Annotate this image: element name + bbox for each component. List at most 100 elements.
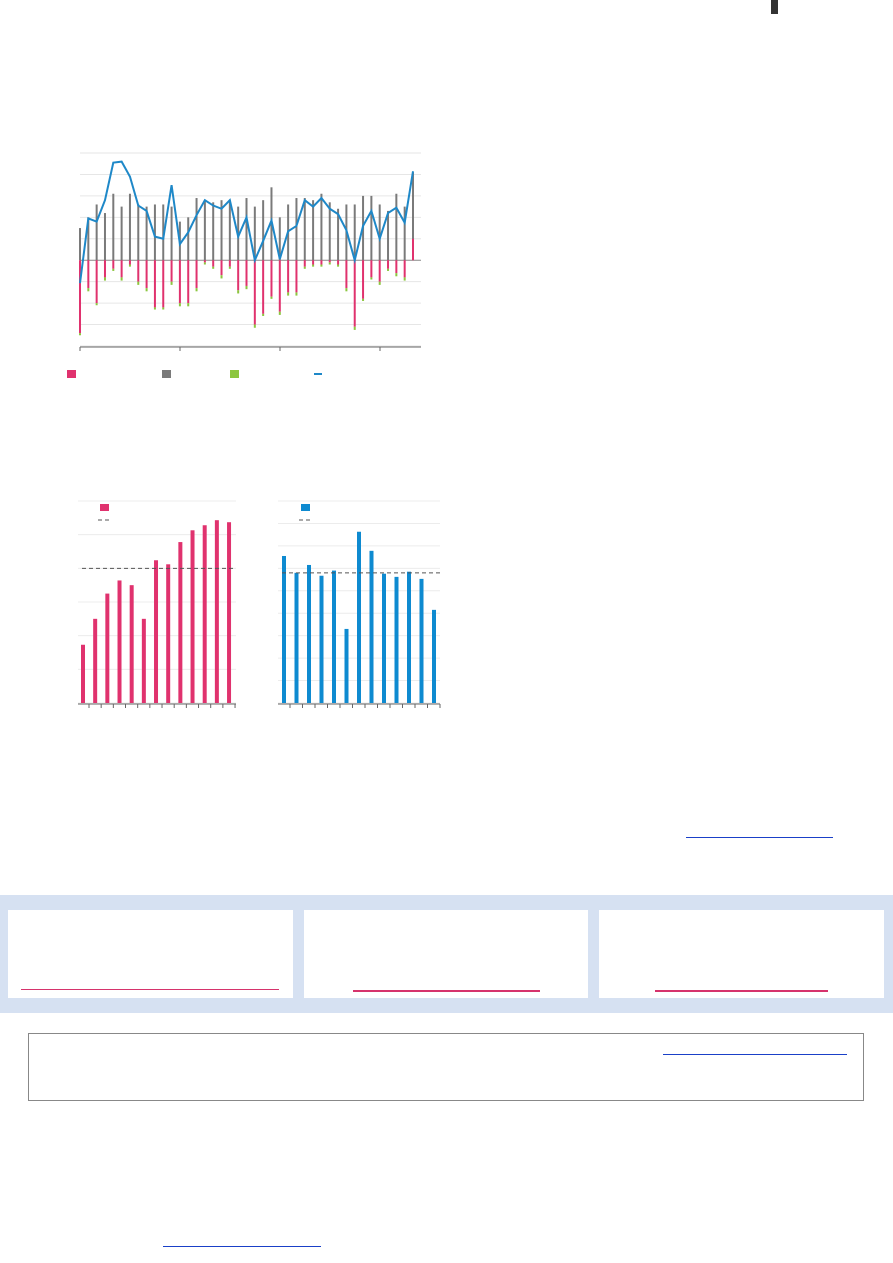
card[interactable] <box>304 910 588 998</box>
bar <box>195 198 198 261</box>
bar <box>103 260 106 278</box>
bar <box>353 260 356 327</box>
bar <box>412 238 414 261</box>
bar <box>253 206 256 261</box>
bar <box>419 578 424 703</box>
bar <box>112 268 115 271</box>
bar <box>378 204 381 261</box>
link[interactable] <box>686 837 833 838</box>
bar <box>395 273 398 277</box>
bar <box>170 281 173 285</box>
bar <box>407 571 411 703</box>
bar <box>312 200 315 261</box>
bar <box>362 260 365 299</box>
legend-swatch <box>301 504 310 511</box>
bar <box>378 260 381 282</box>
bar <box>262 200 265 261</box>
bar <box>369 550 374 703</box>
bar <box>245 260 248 286</box>
bar <box>253 324 256 328</box>
bar <box>357 531 361 703</box>
legend-swatch <box>230 370 239 378</box>
link[interactable] <box>663 1054 847 1055</box>
bar <box>103 277 106 281</box>
bar <box>120 206 123 261</box>
bar <box>178 542 183 703</box>
bar <box>95 260 98 304</box>
bar <box>187 217 190 261</box>
bar <box>262 313 265 316</box>
bar <box>203 262 206 265</box>
bar <box>153 260 156 308</box>
bar <box>353 326 356 330</box>
bar <box>141 618 146 703</box>
legend-swatch <box>67 370 76 378</box>
bar <box>137 260 140 282</box>
bar <box>307 564 311 703</box>
bar <box>203 260 206 263</box>
link[interactable] <box>163 1246 321 1247</box>
bar <box>87 260 90 289</box>
bar <box>270 260 273 297</box>
bar <box>87 288 90 292</box>
bar <box>95 303 98 306</box>
scrollbar <box>771 0 778 14</box>
bar <box>312 260 315 265</box>
legend-swatch <box>100 504 109 511</box>
bar <box>337 260 340 265</box>
bar <box>245 285 248 290</box>
bar <box>154 560 159 703</box>
bar <box>162 260 165 308</box>
bar <box>245 198 248 261</box>
bar <box>332 570 336 703</box>
bar <box>228 260 231 267</box>
bar <box>212 260 215 267</box>
card[interactable] <box>8 910 293 998</box>
line <box>79 160 414 284</box>
bar <box>362 298 365 301</box>
bar <box>220 275 223 279</box>
bar <box>112 260 115 269</box>
bar <box>262 260 265 314</box>
notice-box <box>28 1033 864 1101</box>
bar <box>287 260 290 293</box>
bar <box>228 266 231 269</box>
bar <box>129 585 134 703</box>
bar <box>166 564 171 703</box>
bar <box>278 311 281 315</box>
bar <box>382 573 386 703</box>
bar <box>395 193 398 261</box>
bar <box>387 260 390 269</box>
bar <box>187 303 190 307</box>
bar <box>278 260 281 312</box>
card[interactable] <box>599 910 884 998</box>
bar <box>212 202 215 261</box>
legend-swatch <box>162 370 171 378</box>
bar <box>79 228 81 261</box>
bar <box>220 260 223 276</box>
bar <box>145 206 148 261</box>
bar <box>178 303 181 307</box>
bar <box>237 260 240 291</box>
bar <box>227 522 232 703</box>
bar <box>87 217 90 261</box>
bar <box>137 281 140 285</box>
bar <box>328 260 331 263</box>
bar <box>295 292 298 296</box>
bar <box>432 609 436 703</box>
bar <box>202 525 207 703</box>
bar <box>153 204 156 261</box>
bar <box>105 593 110 703</box>
bar <box>237 290 240 294</box>
bar <box>295 260 298 293</box>
bar <box>395 260 398 274</box>
bar <box>81 644 85 703</box>
bar <box>79 260 81 334</box>
bar <box>145 288 148 292</box>
bar <box>353 204 356 261</box>
bar <box>344 628 349 703</box>
bar <box>195 260 198 289</box>
bar <box>220 200 223 261</box>
bar <box>195 288 198 292</box>
bar <box>79 333 81 336</box>
